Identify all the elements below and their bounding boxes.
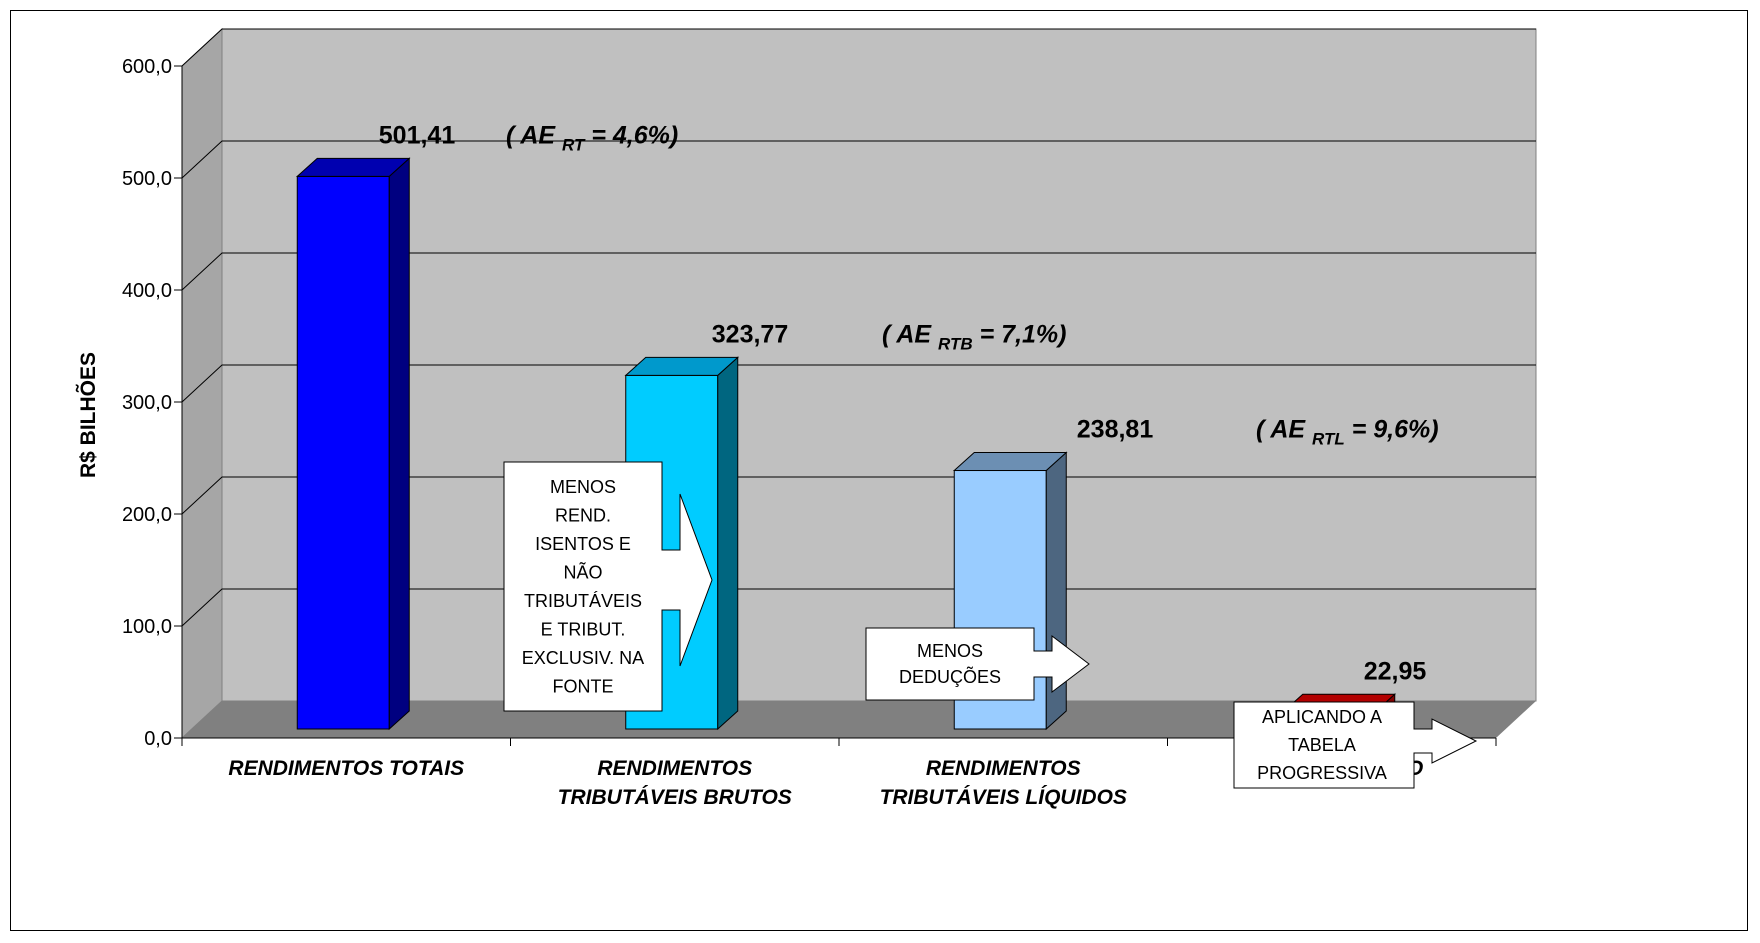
x-category-label: RENDIMENTOS TOTAIS (228, 757, 464, 780)
y-tick-label: 200,0 (122, 504, 172, 526)
ae-annotation: ( AE RTL = 9,6%) (1256, 416, 1439, 449)
bar (295, 157, 411, 731)
value-label: 501,41 (379, 121, 456, 149)
y-tick-label: 100,0 (122, 616, 172, 638)
gridline (181, 140, 1536, 179)
y-tick-label: 300,0 (122, 392, 172, 414)
gridlines (181, 28, 1536, 627)
bar-top (295, 157, 411, 177)
callout-aplicando: APLICANDO A TABELA PROGRESSIVA (1233, 701, 1478, 789)
bar-front (296, 175, 390, 730)
callout-shape (865, 627, 1090, 701)
bar-side (717, 356, 739, 731)
y-tick-label: 600,0 (122, 56, 172, 78)
bar-top (624, 356, 740, 376)
value-label: 22,95 (1364, 657, 1427, 685)
callouts: MENOS REND. ISENTOS E NÃO TRIBUTÁVEIS E TRIBU… (503, 461, 1478, 789)
y-tick-label: 400,0 (122, 280, 172, 302)
bar-side (388, 157, 410, 731)
y-axis-label: R$ BILHÕES (76, 352, 100, 478)
x-category-label: RENDIMENTOS TRIBUTÁVEIS BRUTOS (558, 757, 792, 809)
gridline (181, 28, 1536, 67)
chart-frame (10, 10, 1748, 931)
gridline (181, 476, 1536, 515)
x-category-label: RENDIMENTOS TRIBUTÁVEIS LÍQUIDOS (880, 757, 1127, 809)
callout-text: MENOS REND. ISENTOS E NÃO TRIBUTÁVEIS E TRIBU… (522, 477, 644, 697)
value-labels: 501,41 ( AE RT = 4,6%) 323,77 ( AE RTB = 7,… (379, 121, 1439, 685)
gridline (181, 588, 1536, 627)
bar-top (952, 452, 1068, 472)
value-label: 323,77 (712, 320, 788, 348)
ae-annotation: ( AE RTB = 7,1%) (882, 320, 1066, 353)
callout-text: APLICANDO A TABELA PROGRESSIVA (1257, 707, 1387, 783)
y-tick-label: 0,0 (144, 728, 172, 750)
ae-annotation: ( AE RT = 4,6%) (506, 121, 678, 154)
gridline (181, 364, 1536, 403)
callout-shape (503, 461, 713, 712)
callout-menos-rend: MENOS REND. ISENTOS E NÃO TRIBUTÁVEIS E TRIBU… (503, 461, 713, 712)
y-tick-label: 500,0 (122, 168, 172, 190)
callout-shape (1233, 701, 1478, 789)
gridline (181, 252, 1536, 291)
callout-text: MENOS DEDUÇÕES (899, 641, 1001, 687)
callout-menos-deducoes: MENOS DEDUÇÕES (865, 627, 1090, 701)
value-label: 238,81 (1077, 416, 1154, 444)
